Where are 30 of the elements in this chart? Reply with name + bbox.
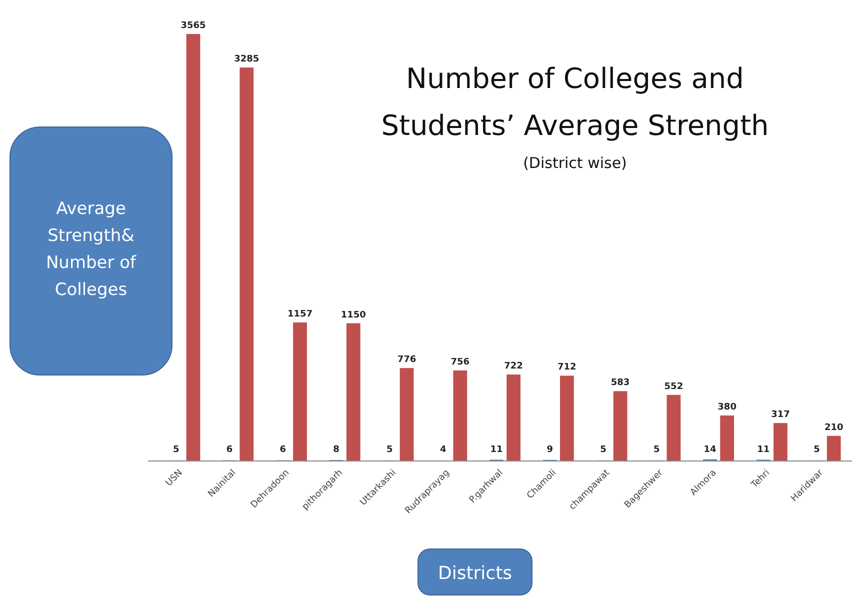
data-label: 380 bbox=[718, 402, 736, 412]
data-label: 722 bbox=[504, 362, 523, 372]
text: (District wise) bbox=[523, 154, 627, 172]
data-label: 11 bbox=[490, 445, 503, 455]
data-label: 5 bbox=[173, 445, 180, 455]
data-label: 317 bbox=[771, 410, 790, 420]
data-label: 1150 bbox=[340, 310, 366, 320]
data-label: 6 bbox=[280, 445, 286, 455]
y-axis-title: Average Strength& Number of Colleges bbox=[46, 199, 138, 300]
data-label: 9 bbox=[546, 445, 553, 455]
data-label: 5 bbox=[600, 445, 606, 455]
data-label: 3285 bbox=[234, 54, 260, 65]
data-label: 552 bbox=[664, 382, 684, 392]
data-label: 11 bbox=[757, 445, 770, 455]
data-label: 583 bbox=[610, 378, 630, 388]
data-label: 8 bbox=[333, 445, 340, 455]
data-label: 712 bbox=[558, 362, 576, 373]
data-label: 5 bbox=[653, 445, 660, 455]
data-label: 14 bbox=[704, 445, 716, 455]
data-label: 210 bbox=[824, 422, 844, 433]
data-label: 3565 bbox=[180, 21, 206, 31]
data-label: 776 bbox=[397, 355, 416, 366]
data-label: 5 bbox=[386, 445, 393, 455]
data-label: 6 bbox=[226, 445, 233, 455]
text: Number of Colleges and Students’ Average Strength bbox=[381, 62, 769, 142]
data-label: 1157 bbox=[287, 309, 313, 320]
data-label: 756 bbox=[450, 357, 470, 368]
data-label: 4 bbox=[440, 445, 446, 455]
data-label: 5 bbox=[814, 445, 820, 455]
x-axis-title: Districts bbox=[438, 563, 512, 584]
